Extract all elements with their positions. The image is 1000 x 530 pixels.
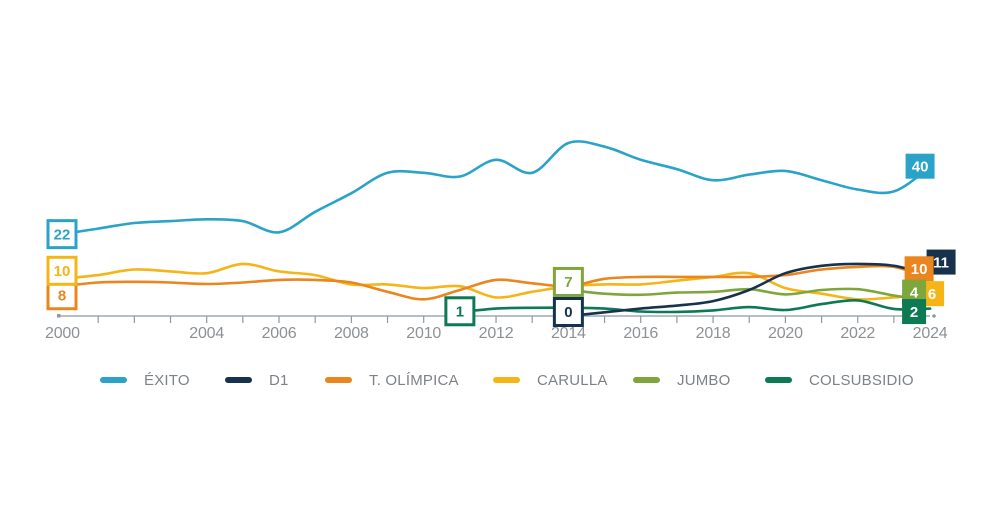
axis-end-dot <box>932 314 936 318</box>
legend-swatch-carulla <box>493 377 520 383</box>
legend-swatch-exito <box>100 377 127 383</box>
legend-swatch-colsubsidio <box>765 377 792 383</box>
start-value-label: 7 <box>564 274 572 291</box>
end-value-label: 10 <box>911 261 928 278</box>
start-value-label: 10 <box>54 263 71 280</box>
end-value-label: 6 <box>928 286 936 303</box>
legend-item-carulla: CARULLA <box>493 371 608 389</box>
end-value-box-t-olimpica: 10 <box>904 256 934 282</box>
legend-item-exito: ÉXITO <box>100 371 190 389</box>
end-value-label: 40 <box>912 158 929 175</box>
x-axis: 2000 2004 2006 2008 2010 2012 2014 2016 2018 2020… <box>45 314 948 342</box>
start-value-box-carulla: 10 <box>46 255 78 286</box>
series-line-colsubsidio <box>458 298 932 314</box>
legend-swatch-d1 <box>225 377 252 383</box>
legend-item-d1: D1 <box>225 371 289 389</box>
end-value-box-colsubsidio: 2 <box>902 299 927 325</box>
legend: ÉXITO D1 T. OLÍMPICA CARULLA JUMBO COLSUBSIDI… <box>0 371 1000 391</box>
x-axis-label: 2018 <box>696 325 731 342</box>
start-value-box-t-olimpica: 8 <box>46 280 78 311</box>
series-line-t-olimpica <box>60 264 932 301</box>
start-value-box-exito: 22 <box>46 219 78 250</box>
x-axis-label: 2016 <box>623 325 658 342</box>
legend-label: CARULLA <box>537 371 608 389</box>
x-axis-label: 2014 <box>551 325 586 342</box>
series-line-exito <box>60 140 932 236</box>
end-value-label: 4 <box>910 284 919 301</box>
start-value-box-jumbo: 7 <box>552 266 584 297</box>
x-axis-label: 2004 <box>189 325 224 342</box>
axis-start-dot <box>57 314 61 318</box>
start-value-box-d1: 0 <box>552 297 584 327</box>
series-line-d1 <box>567 262 932 318</box>
end-value-label: 2 <box>910 304 918 321</box>
legend-label: COLSUBSIDIO <box>809 371 914 389</box>
x-axis-label: 2012 <box>479 325 514 342</box>
legend-label: JUMBO <box>677 371 731 389</box>
legend-item-colsubsidio: COLSUBSIDIO <box>765 371 914 389</box>
legend-swatch-jumbo <box>633 377 660 383</box>
start-value-box-colsubsidio: 1 <box>444 296 476 327</box>
start-value-label: 1 <box>456 303 464 320</box>
legend-item-t-olimpica: T. OLÍMPICA <box>325 371 459 389</box>
start-value-label: 22 <box>54 226 71 243</box>
x-axis-label: 2010 <box>406 325 441 342</box>
legend-label: D1 <box>269 371 289 389</box>
legend-swatch-t-olimpica <box>325 377 352 383</box>
x-axis-label: 2008 <box>334 325 369 342</box>
series-line-carulla <box>60 262 932 301</box>
start-value-label: 8 <box>58 287 66 304</box>
legend-label: ÉXITO <box>144 371 190 389</box>
start-value-label: 0 <box>564 304 572 321</box>
end-value-box-exito: 40 <box>905 153 935 179</box>
x-axis-label: 2000 <box>45 325 80 342</box>
legend-item-jumbo: JUMBO <box>633 371 731 389</box>
x-axis-label: 2024 <box>913 325 948 342</box>
end-value-label: 11 <box>933 254 949 271</box>
x-axis-label: 2022 <box>840 325 875 342</box>
x-axis-label: 2006 <box>262 325 297 342</box>
x-axis-label: 2020 <box>768 325 803 342</box>
legend-label: T. OLÍMPICA <box>369 371 459 389</box>
